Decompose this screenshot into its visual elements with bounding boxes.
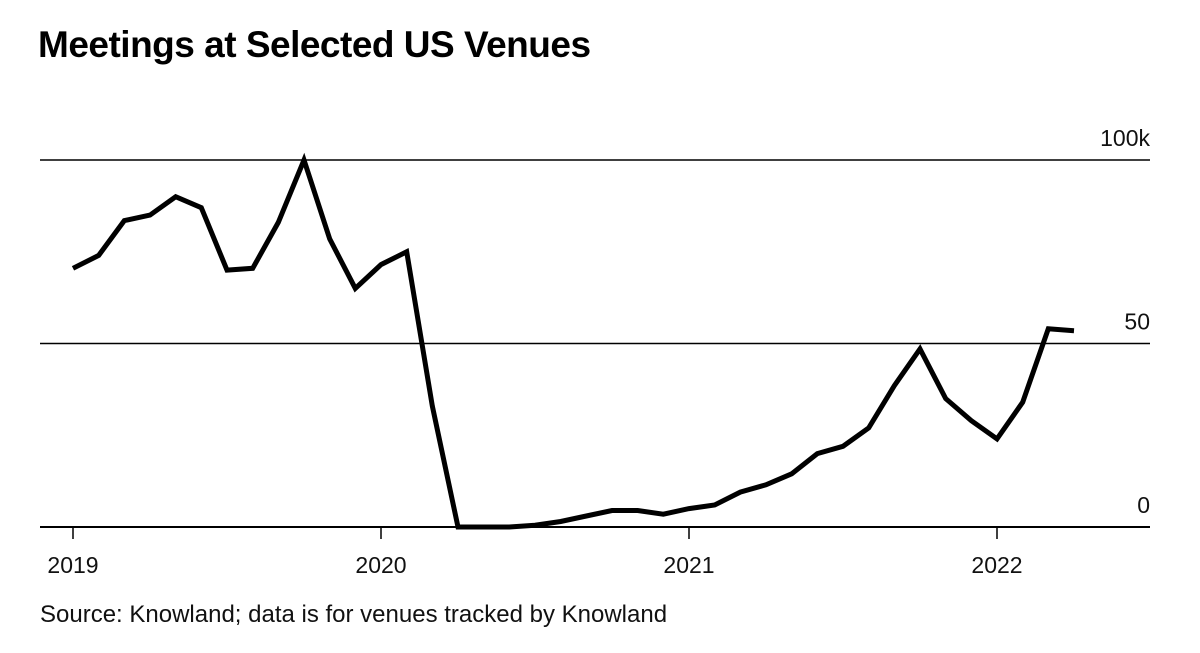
x-tick-label: 2020 xyxy=(355,552,406,578)
series-line xyxy=(71,152,1075,530)
chart-title: Meetings at Selected US Venues xyxy=(38,24,591,65)
y-tick-label: 100k xyxy=(1100,125,1150,151)
x-tick-label: 2021 xyxy=(663,552,714,578)
x-tick-label: 2019 xyxy=(47,552,98,578)
source-note: Source: Knowland; data is for venues tra… xyxy=(40,601,668,628)
x-tick-label: 2022 xyxy=(971,552,1022,578)
y-tick-label: 50 xyxy=(1124,309,1150,335)
y-tick-label: 0 xyxy=(1137,492,1150,518)
